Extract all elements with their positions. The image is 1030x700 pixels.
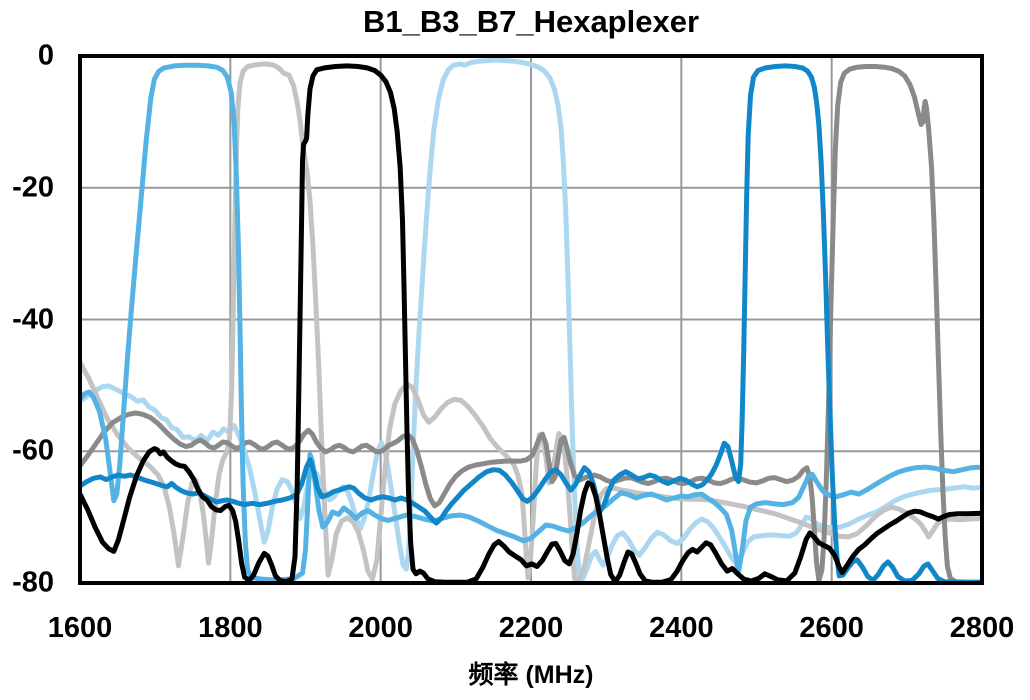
y-tick-label: -20 [12,171,54,204]
x-tick-label: 1600 [47,612,113,644]
x-tick-label: 2200 [498,612,564,644]
x-tick-label: 2000 [348,612,413,644]
plot-border [78,54,984,585]
y-tick-label: 0 [37,39,54,72]
series-trace-1-sky-blue [79,62,983,583]
series-trace-5-medium-blue [79,63,983,584]
x-axis-label: 频率 (MHz) [468,661,594,689]
x-tick-label: 1800 [198,612,263,644]
chart-title: B1_B3_B7_Hexaplexer [362,4,700,39]
y-tick-label: -60 [12,434,54,467]
series-trace-3-black [79,63,983,584]
y-tick-label: -80 [12,566,54,599]
series-trace-2-light-gray [79,61,983,583]
series-trace-6-dark-gray [79,64,983,584]
x-tick-label: 2400 [649,612,714,644]
x-tick-label: 2600 [799,612,864,644]
x-tick-label: 2800 [949,612,1015,644]
y-tick-label: -40 [12,303,54,335]
